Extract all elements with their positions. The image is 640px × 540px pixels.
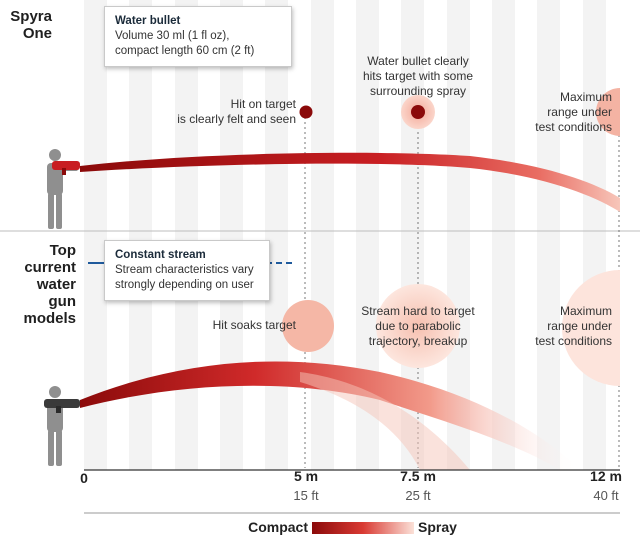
axis-tick-12m: 12 m [580, 468, 632, 484]
annotation-line: range under [520, 319, 612, 334]
row-label-line: current [2, 259, 76, 276]
annotation-line: Maximum [520, 90, 612, 105]
spyra-note-5m: Hit on target is clearly felt and seen [140, 97, 296, 127]
annotation-line: Hit soaks target [180, 318, 296, 333]
legend-compact-label: Compact [226, 519, 308, 535]
annotation-line: hits target with some [346, 69, 490, 84]
row-label-line: Spyra [4, 8, 52, 25]
axis-tick-25ft: 25 ft [390, 488, 446, 503]
spyra-info-box: Water bullet Volume 30 ml (1 fl oz), com… [104, 6, 292, 67]
annotation-line: test conditions [520, 334, 612, 349]
row-label-line: One [4, 25, 52, 42]
annotation-line: surrounding spray [346, 84, 490, 99]
annotation-line: Hit on target [140, 97, 296, 112]
annotation-line: Maximum [520, 304, 612, 319]
axis-tick-40ft: 40 ft [580, 488, 632, 503]
axis-tick-15ft: 15 ft [280, 488, 332, 503]
spyra-hit-5m [300, 106, 313, 119]
axis-tick-5m: 5 m [280, 468, 332, 484]
watergun-note-7-5m: Stream hard to target due to parabolic t… [346, 304, 490, 349]
watergun-info-box: Constant stream Stream characteristics v… [104, 240, 270, 301]
spyra-note-7-5m: Water bullet clearly hits target with so… [346, 54, 490, 99]
info-box-text: strongly depending on user [115, 278, 259, 293]
annotation-line: Water bullet clearly [346, 54, 490, 69]
row-label-line: water [2, 276, 76, 293]
annotation-line: range under [520, 105, 612, 120]
annotation-line: is clearly felt and seen [140, 112, 296, 127]
axis-tick-7-5m: 7.5 m [390, 468, 446, 484]
annotation-line: due to parabolic [346, 319, 490, 334]
spyra-note-12m: Maximum range under test conditions [520, 90, 612, 135]
info-box-text: compact length 60 cm (2 ft) [115, 44, 281, 59]
row-label-line: models [2, 310, 76, 327]
legend-gradient-bar [312, 522, 414, 534]
person-icon [47, 386, 63, 466]
axis-tick-0: 0 [64, 470, 104, 486]
row-label-others: Top current water gun models [2, 242, 76, 327]
spyra-hit-7-5m [411, 105, 425, 119]
row-label-line: gun [2, 293, 76, 310]
row-label-line: Top [2, 242, 76, 259]
row-label-spyra: Spyra One [4, 8, 52, 42]
info-box-title: Water bullet [115, 14, 281, 29]
annotation-line: trajectory, breakup [346, 334, 490, 349]
annotation-line: test conditions [520, 120, 612, 135]
legend-spray-label: Spray [418, 519, 498, 535]
info-box-title: Constant stream [115, 248, 259, 263]
info-box-text: Volume 30 ml (1 fl oz), [115, 29, 281, 44]
annotation-line: Stream hard to target [346, 304, 490, 319]
watergun-note-5m: Hit soaks target [180, 318, 296, 333]
info-box-text: Stream characteristics vary [115, 263, 259, 278]
watergun-note-12m: Maximum range under test conditions [520, 304, 612, 349]
